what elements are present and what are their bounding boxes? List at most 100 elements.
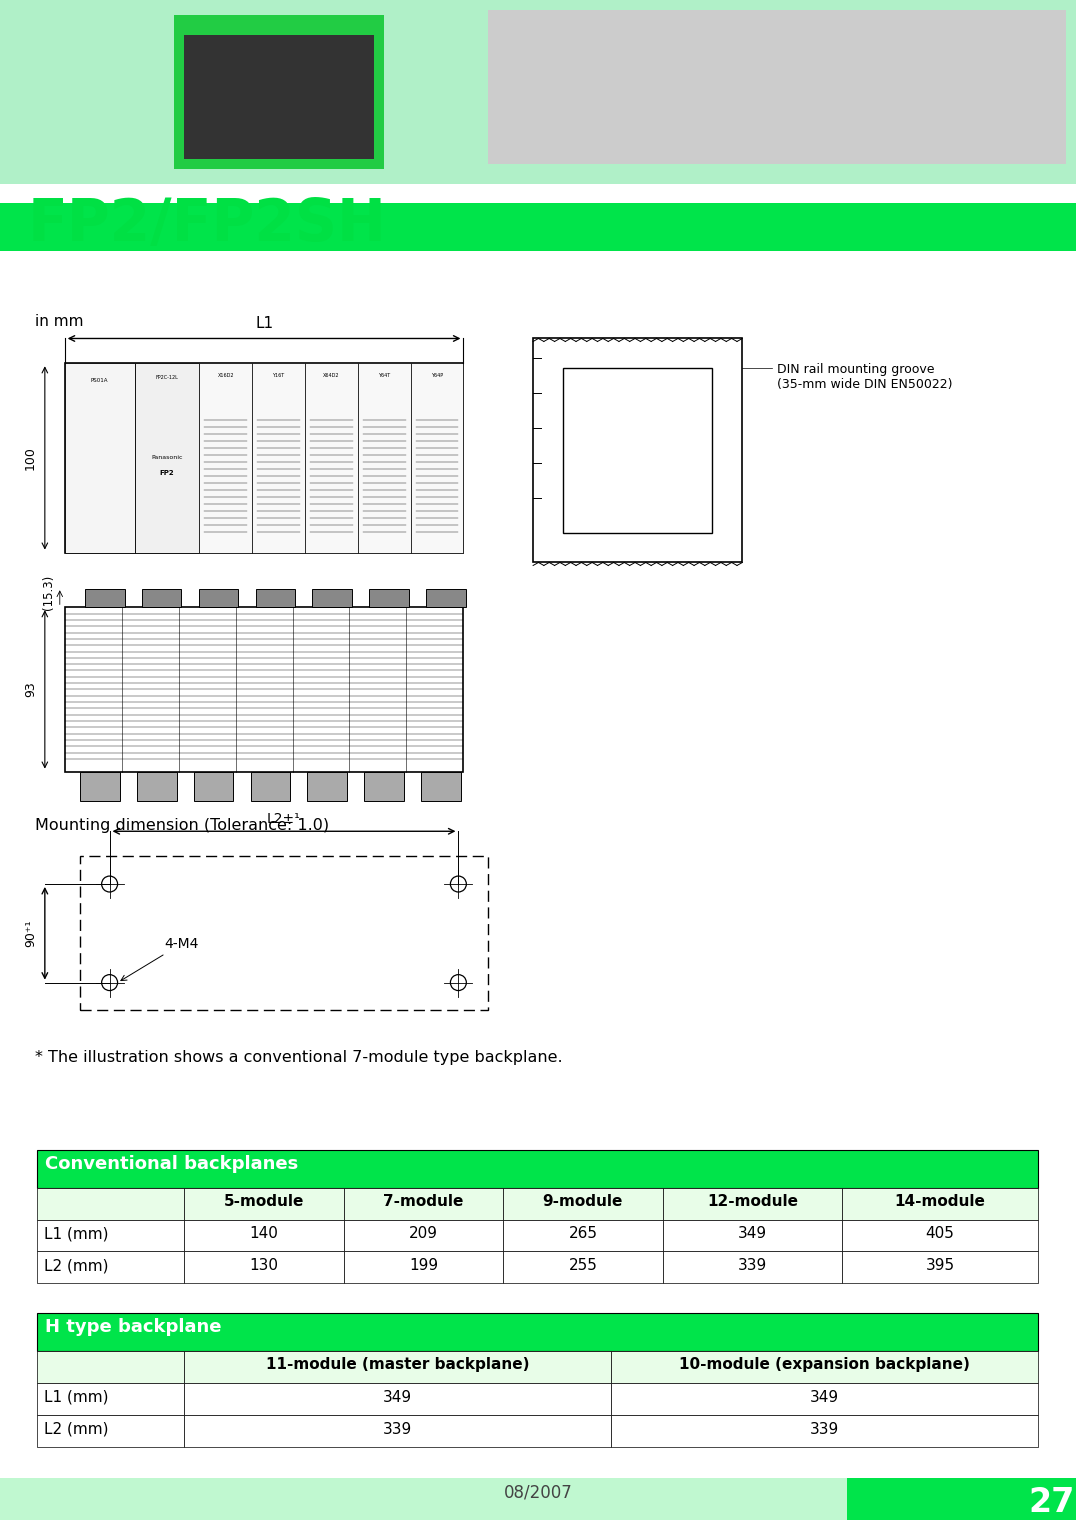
Text: 4-M4: 4-M4 <box>121 936 199 980</box>
Text: 339: 339 <box>810 1422 839 1437</box>
Bar <box>37 1220 185 1252</box>
Bar <box>65 363 135 553</box>
Text: 93: 93 <box>24 681 37 698</box>
Text: 27: 27 <box>1028 1486 1075 1519</box>
Bar <box>199 589 239 608</box>
Text: 349: 349 <box>810 1390 839 1405</box>
Text: (15.3): (15.3) <box>42 574 55 609</box>
Text: 5-module: 5-module <box>224 1194 305 1209</box>
Text: 100: 100 <box>24 446 37 470</box>
Bar <box>252 363 305 553</box>
Bar <box>37 1414 185 1446</box>
Text: PS01A: PS01A <box>91 379 108 383</box>
Text: 90⁺¹: 90⁺¹ <box>24 919 37 947</box>
Text: Y64P: Y64P <box>431 373 443 379</box>
Text: L1: L1 <box>255 316 273 330</box>
Text: L1 (mm): L1 (mm) <box>44 1390 108 1405</box>
Bar <box>193 771 233 802</box>
Bar <box>84 589 124 608</box>
Bar <box>308 771 348 802</box>
Text: 9-module: 9-module <box>543 1194 623 1209</box>
Bar <box>364 771 404 802</box>
Bar <box>663 1220 842 1252</box>
Circle shape <box>450 974 467 991</box>
Text: Mounting dimension (Tolerance: 1.0): Mounting dimension (Tolerance: 1.0) <box>35 818 329 834</box>
Text: 349: 349 <box>383 1390 413 1405</box>
Bar <box>663 1252 842 1283</box>
Bar <box>185 35 374 159</box>
Bar <box>357 363 410 553</box>
Text: * The illustration shows a conventional 7-module type backplane.: * The illustration shows a conventional … <box>35 1051 563 1066</box>
Text: X64D2: X64D2 <box>323 373 339 379</box>
Bar <box>410 363 463 553</box>
Text: L2±¹: L2±¹ <box>267 812 301 826</box>
Bar <box>534 339 742 562</box>
Bar <box>37 1383 185 1414</box>
Text: DIN rail mounting groove: DIN rail mounting groove <box>778 363 935 376</box>
Text: 199: 199 <box>409 1258 438 1274</box>
Text: 339: 339 <box>383 1422 413 1437</box>
Bar <box>427 589 467 608</box>
Bar <box>305 363 357 553</box>
Text: 339: 339 <box>738 1258 767 1274</box>
Text: FP2/FP2SH: FP2/FP2SH <box>28 195 387 253</box>
Text: 11-module (master backplane): 11-module (master backplane) <box>266 1358 529 1371</box>
Text: Dimensions: Dimensions <box>22 257 240 290</box>
Text: 395: 395 <box>926 1258 955 1274</box>
Bar <box>135 363 200 553</box>
Text: (35-mm wide DIN EN50022): (35-mm wide DIN EN50022) <box>778 379 953 391</box>
Bar <box>488 11 1066 165</box>
Bar <box>847 1478 1076 1521</box>
Text: 265: 265 <box>568 1226 597 1241</box>
Bar <box>0 0 1076 185</box>
Bar <box>141 589 181 608</box>
Text: X16D2: X16D2 <box>217 373 234 379</box>
Bar <box>611 1414 1038 1446</box>
Text: Y16T: Y16T <box>272 373 285 379</box>
Circle shape <box>450 876 467 892</box>
Text: 08/2007: 08/2007 <box>503 1483 572 1501</box>
Bar <box>80 771 120 802</box>
Bar <box>611 1383 1038 1414</box>
Text: L2 (mm): L2 (mm) <box>44 1422 108 1437</box>
Text: 140: 140 <box>249 1226 279 1241</box>
Text: L2 (mm): L2 (mm) <box>44 1258 108 1274</box>
Bar <box>37 1313 1038 1351</box>
Bar <box>185 1252 343 1283</box>
Bar <box>65 608 463 771</box>
Bar <box>37 1188 185 1220</box>
Text: 130: 130 <box>249 1258 279 1274</box>
Bar <box>663 1188 842 1220</box>
Bar <box>0 185 1076 249</box>
Bar <box>37 1252 185 1283</box>
Bar <box>37 1351 185 1383</box>
Bar <box>251 771 291 802</box>
Bar <box>185 1414 611 1446</box>
Text: H type backplane: H type backplane <box>45 1318 221 1336</box>
Text: in mm: in mm <box>35 313 83 328</box>
Text: Panasonic: Panasonic <box>151 455 183 461</box>
Bar <box>37 1150 1038 1188</box>
Bar <box>503 1188 663 1220</box>
Bar <box>343 1188 503 1220</box>
Bar <box>80 857 488 1011</box>
Text: Conventional backplanes: Conventional backplanes <box>45 1154 298 1173</box>
Bar <box>563 368 713 533</box>
Text: 349: 349 <box>738 1226 767 1241</box>
Bar <box>185 1383 611 1414</box>
Text: 14-module: 14-module <box>894 1194 986 1209</box>
Text: 209: 209 <box>409 1226 438 1241</box>
Bar <box>842 1252 1038 1283</box>
Bar <box>842 1220 1038 1252</box>
Bar <box>312 589 352 608</box>
Bar <box>611 1351 1038 1383</box>
Bar <box>842 1188 1038 1220</box>
Bar <box>65 363 463 553</box>
Bar <box>174 15 383 169</box>
Bar <box>369 589 409 608</box>
Bar <box>0 203 1076 250</box>
Text: 7-module: 7-module <box>383 1194 463 1209</box>
Text: 405: 405 <box>926 1226 955 1241</box>
Bar <box>256 589 296 608</box>
Text: Y64T: Y64T <box>378 373 390 379</box>
